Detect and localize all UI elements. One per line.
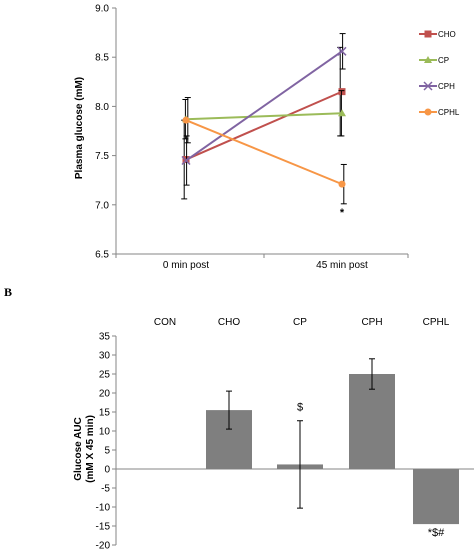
panel-b-bar-chart: B Glucose AUC (mM X 45 min) -20 -15 -10 -5 0…	[4, 285, 474, 549]
series-cp	[182, 90, 346, 140]
panel-b-category-label: CPH	[361, 317, 382, 328]
bar-cphl	[413, 469, 459, 525]
panel-b-category-labels: CON CHO CP CPH CPHL	[154, 317, 450, 328]
data-point-marker	[182, 116, 190, 124]
series-cph	[181, 33, 347, 186]
panel-b-category-label: CP	[293, 317, 307, 328]
bar	[413, 469, 459, 525]
series-cphl	[182, 97, 347, 205]
legend-entry-cphl: CPHL	[419, 108, 460, 117]
significance-marker: $	[297, 402, 303, 414]
panel-b-y-tick-label: -10	[96, 503, 111, 514]
legend-entry-cho: CHO	[419, 30, 456, 39]
panel-a-legend: CHO CP CPH CPHL	[419, 30, 460, 117]
panel-a-axes	[115, 8, 409, 258]
panel-b-category-label: CON	[154, 317, 176, 328]
panel-b-y-tick-label: 0	[104, 465, 110, 476]
legend-label: CPH	[438, 82, 455, 91]
bar	[349, 374, 395, 469]
series-line	[185, 90, 343, 161]
data-point-marker	[181, 155, 191, 166]
legend-label: CP	[438, 56, 449, 65]
panel-a-y-tick-label: 8.0	[95, 102, 109, 113]
panel-b-category-label: CPHL	[423, 317, 450, 328]
data-point-marker	[338, 88, 346, 96]
panel-a-y-tick-label: 6.5	[95, 250, 109, 261]
panel-a-line-chart: Plasma glucose (mM) 6.5 7.0 7.5 8.0 8.5 9.0 0…	[74, 4, 460, 272]
panel-b-letter: B	[4, 285, 12, 299]
significance-marker: *	[340, 207, 345, 219]
panel-b-y-tick-label: 35	[99, 332, 111, 343]
legend-entry-cph: CPH	[419, 81, 455, 91]
legend-swatch-marker	[424, 30, 432, 38]
series-line	[185, 112, 343, 121]
panel-b-y-tick-label: 20	[99, 389, 111, 400]
panel-a-annotations: *	[340, 207, 345, 219]
data-point-marker	[338, 109, 346, 117]
panel-b-y-tick-label: -5	[101, 484, 110, 495]
panel-a-x-ticks: 0 min post 45 min post	[163, 260, 368, 271]
panel-a-x-tick-label: 0 min post	[163, 260, 209, 271]
panel-b-y-axis-label-line2: (mM X 45 min)	[85, 415, 96, 483]
legend-label: CPHL	[438, 108, 460, 117]
panel-b-y-tick-label: 15	[99, 408, 111, 419]
significance-marker: *$#	[428, 527, 445, 539]
legend-swatch-marker	[424, 108, 432, 116]
panel-b-y-tick-label: -20	[96, 541, 111, 549]
panel-a-series	[181, 33, 347, 205]
panel-a-y-tick-label: 8.5	[95, 53, 109, 64]
panel-b-annotations: $ *$#	[297, 402, 445, 539]
panel-a-y-tick-label: 7.0	[95, 200, 109, 211]
data-point-marker	[338, 180, 346, 188]
bar-cp	[277, 420, 323, 509]
legend-swatch-marker	[423, 81, 433, 91]
panel-b-y-axis-label-line1: Glucose AUC	[73, 417, 84, 481]
panel-a-x-tick-label: 45 min post	[316, 260, 368, 271]
panel-b-y-tick-label: 10	[99, 427, 111, 438]
panel-b-y-tick-label: -15	[96, 522, 111, 533]
legend-label: CHO	[438, 30, 456, 39]
legend-entry-cp: CP	[419, 56, 449, 65]
bar-cph	[349, 358, 395, 469]
panel-b-bars	[206, 358, 459, 525]
data-point-marker	[337, 46, 347, 56]
series-line	[185, 119, 343, 186]
panel-b-category-label: CHO	[218, 317, 240, 328]
panel-a-y-tick-label: 9.0	[95, 4, 109, 15]
panel-b-y-tick-label: 30	[99, 351, 111, 362]
panel-b-y-tick-label: 25	[99, 370, 111, 381]
bar-cho	[206, 390, 252, 469]
panel-b-y-ticks: -20 -15 -10 -5 0 5 10 15 20 25 30 35	[96, 332, 116, 549]
panel-a-y-ticks: 6.5 7.0 7.5 8.0 8.5 9.0	[95, 4, 116, 261]
panel-a-y-axis-label: Plasma glucose (mM)	[74, 77, 85, 179]
legend-swatch-marker	[424, 56, 432, 63]
series-line	[185, 50, 343, 162]
panel-a-y-tick-label: 7.5	[95, 151, 109, 162]
panel-b-y-tick-label: 5	[104, 446, 110, 457]
